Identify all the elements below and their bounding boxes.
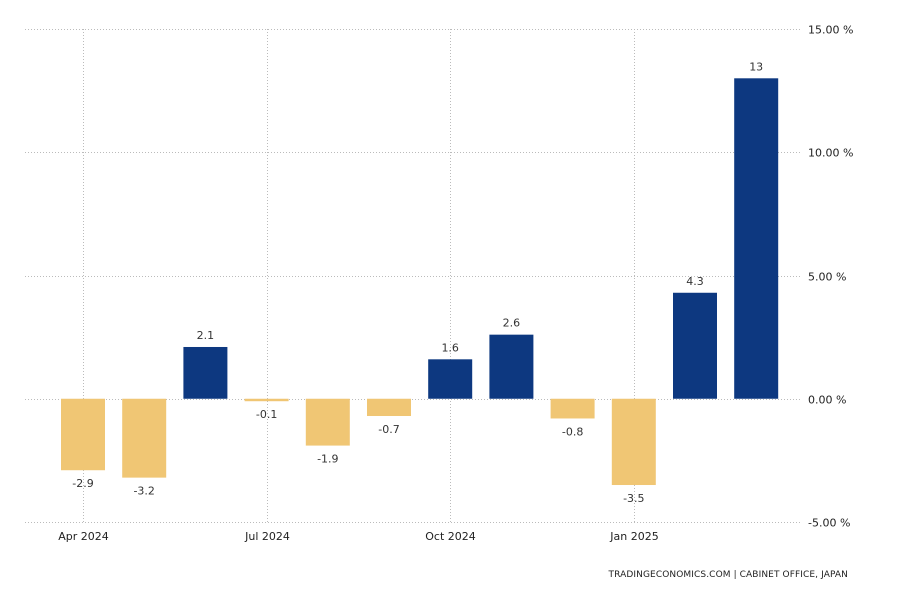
bar-value-label: -0.7 bbox=[378, 423, 399, 436]
bar-value-label: 1.6 bbox=[441, 341, 459, 354]
bar bbox=[673, 292, 717, 399]
bar-value-label: -1.9 bbox=[317, 453, 338, 466]
bar bbox=[183, 346, 228, 399]
y-tick-label: 10.00 % bbox=[808, 147, 853, 160]
y-tick-label: 15.00 % bbox=[808, 24, 853, 37]
bar-value-label: -3.5 bbox=[623, 492, 644, 505]
bar-value-label: -0.8 bbox=[562, 425, 583, 438]
bar bbox=[61, 398, 105, 471]
bar bbox=[244, 398, 289, 402]
bar-value-label: -0.1 bbox=[256, 408, 277, 421]
bar-value-label: 4.3 bbox=[686, 275, 704, 288]
bars-layer bbox=[61, 78, 779, 486]
source-attribution: TRADINGECONOMICS.COM | CABINET OFFICE, J… bbox=[608, 570, 848, 580]
bar bbox=[550, 398, 595, 419]
bar bbox=[428, 359, 473, 399]
bar bbox=[305, 398, 350, 446]
bar bbox=[367, 398, 411, 417]
bar bbox=[734, 78, 779, 399]
y-tick-label: 5.00 % bbox=[808, 271, 846, 284]
bar-value-label: -2.9 bbox=[72, 477, 93, 490]
y-axis: 15.00 % 10.00 % 5.00 % 0.00 % -5.00 % bbox=[808, 24, 853, 530]
bar-value-label: 13 bbox=[749, 60, 763, 73]
x-tick-label: Jul 2024 bbox=[244, 530, 290, 543]
data-labels-layer: -2.9 -3.2 2.1 -0.1 -1.9 -0.7 1.6 2.6 -0.8 -3.5 4.3… bbox=[72, 60, 763, 505]
x-tick-label: Jan 2025 bbox=[609, 530, 658, 543]
x-tick-label: Oct 2024 bbox=[425, 530, 476, 543]
bar-value-label: 2.1 bbox=[197, 329, 215, 342]
bar bbox=[489, 334, 534, 399]
bar bbox=[122, 398, 167, 478]
y-tick-label: 0.00 % bbox=[808, 394, 846, 407]
x-axis: Apr 2024 Jul 2024 Oct 2024 Jan 2025 bbox=[58, 530, 658, 543]
bar bbox=[611, 398, 656, 486]
y-tick-label: -5.00 % bbox=[808, 517, 850, 530]
bar-value-label: 2.6 bbox=[503, 317, 521, 330]
bar-value-label: -3.2 bbox=[133, 485, 154, 498]
x-tick-label: Apr 2024 bbox=[58, 530, 109, 543]
